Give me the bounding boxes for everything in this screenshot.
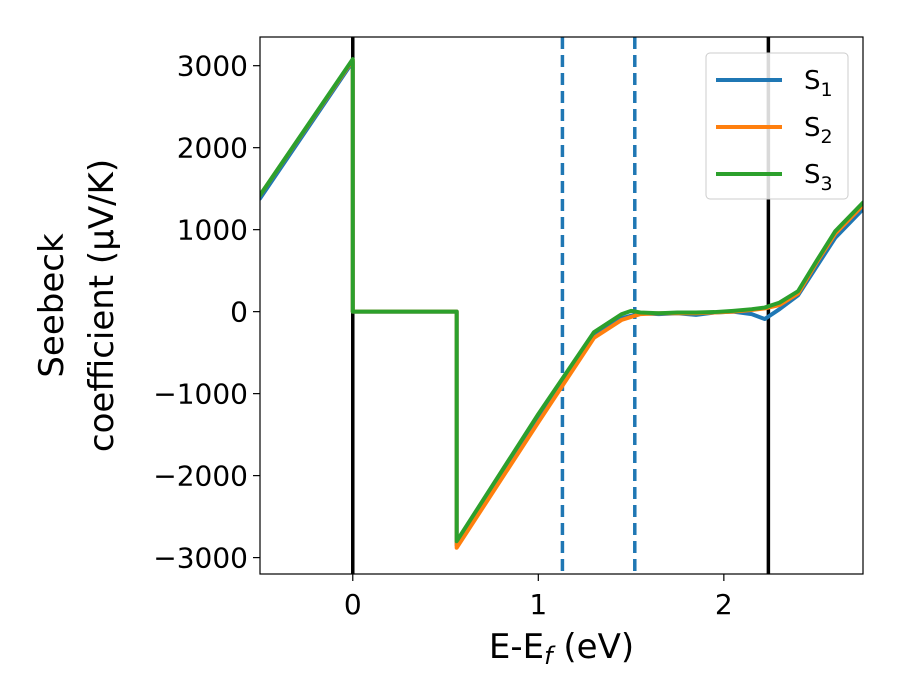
x-axis-label-unit: (eV) — [553, 627, 635, 667]
legend: S1 S2 S3 — [705, 52, 849, 200]
series-line-s3 — [260, 57, 863, 544]
legend-label-s3: S3 — [804, 160, 833, 195]
axis-ticks: 0 1 2 −3000 −2000 −1000 0 1000 2000 3000 — [153, 50, 732, 621]
legend-label-s2: S2 — [804, 113, 833, 148]
x-tick-label-1: 1 — [529, 588, 547, 621]
x-tick-label-0: 0 — [344, 588, 362, 621]
y-tick-label-2: −1000 — [153, 378, 248, 411]
series-lines — [260, 57, 863, 550]
y-axis-label-line1: Seebeck — [32, 233, 72, 378]
y-tick-label-6: 3000 — [177, 50, 248, 83]
y-tick-label-1: −2000 — [153, 460, 248, 493]
plot-frame — [259, 36, 864, 575]
y-tick-label-4: 1000 — [177, 214, 248, 247]
y-tick-label-0: −3000 — [153, 542, 248, 575]
x-tick-label-2: 2 — [715, 588, 733, 621]
y-axis-label-line2: coefficient (μV/K) — [82, 159, 122, 452]
y-tick-label-5: 2000 — [177, 132, 248, 165]
x-axis-label-main: E-E — [489, 627, 544, 667]
legend-label-s1: S1 — [804, 66, 833, 101]
y-tick-label-3: 0 — [230, 296, 248, 329]
x-axis-label: E-Ef (eV) — [489, 627, 634, 670]
